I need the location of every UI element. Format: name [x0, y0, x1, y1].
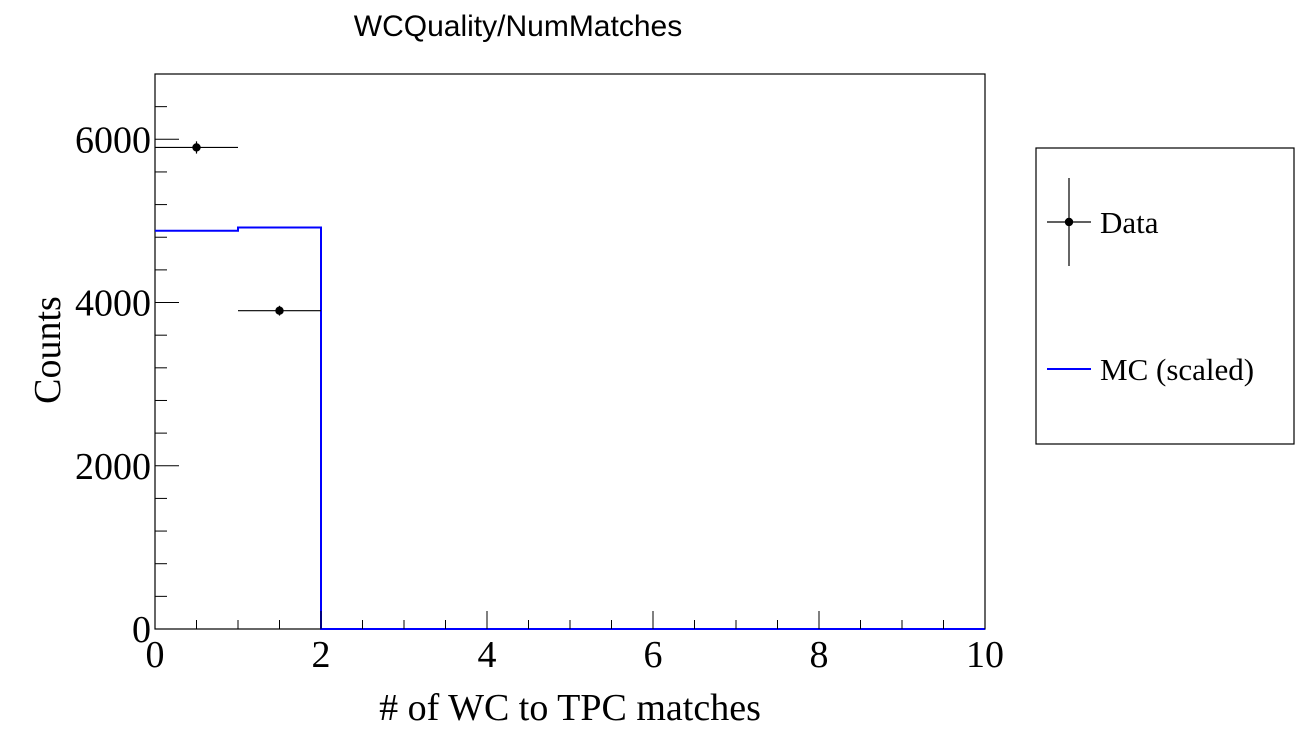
mc-series	[155, 226, 985, 630]
y-tick-label: 2000	[75, 446, 151, 488]
x-tick-label: 2	[312, 634, 331, 676]
x-tick-label: 8	[810, 634, 829, 676]
y-axis-label: Counts	[27, 296, 69, 404]
data-point	[275, 306, 284, 315]
data-series	[155, 141, 321, 316]
x-tick-label: 4	[478, 634, 497, 676]
legend: Data MC (scaled)	[1035, 147, 1295, 445]
y-axis-ticks: 0 2000 4000 6000	[75, 73, 179, 651]
plot-frame	[154, 73, 986, 630]
legend-label-mc: MC (scaled)	[1100, 352, 1254, 387]
x-axis-ticks: 0 2 4 6 8 10	[146, 611, 1004, 676]
legend-data-marker	[1064, 217, 1074, 227]
legend-box	[1035, 147, 1295, 445]
y-tick-label: 0	[132, 609, 151, 651]
x-tick-label: 0	[146, 634, 165, 676]
y-tick-label: 6000	[75, 119, 151, 161]
x-tick-label: 6	[644, 634, 663, 676]
y-tick-label: 4000	[75, 283, 151, 325]
x-axis-label: # of WC to TPC matches	[379, 687, 761, 729]
mc-step-line	[155, 226, 985, 630]
chart-title: WCQuality/NumMatches	[354, 10, 682, 43]
x-tick-label: 10	[966, 634, 1004, 676]
legend-label-data: Data	[1100, 205, 1159, 240]
data-point	[192, 143, 201, 152]
